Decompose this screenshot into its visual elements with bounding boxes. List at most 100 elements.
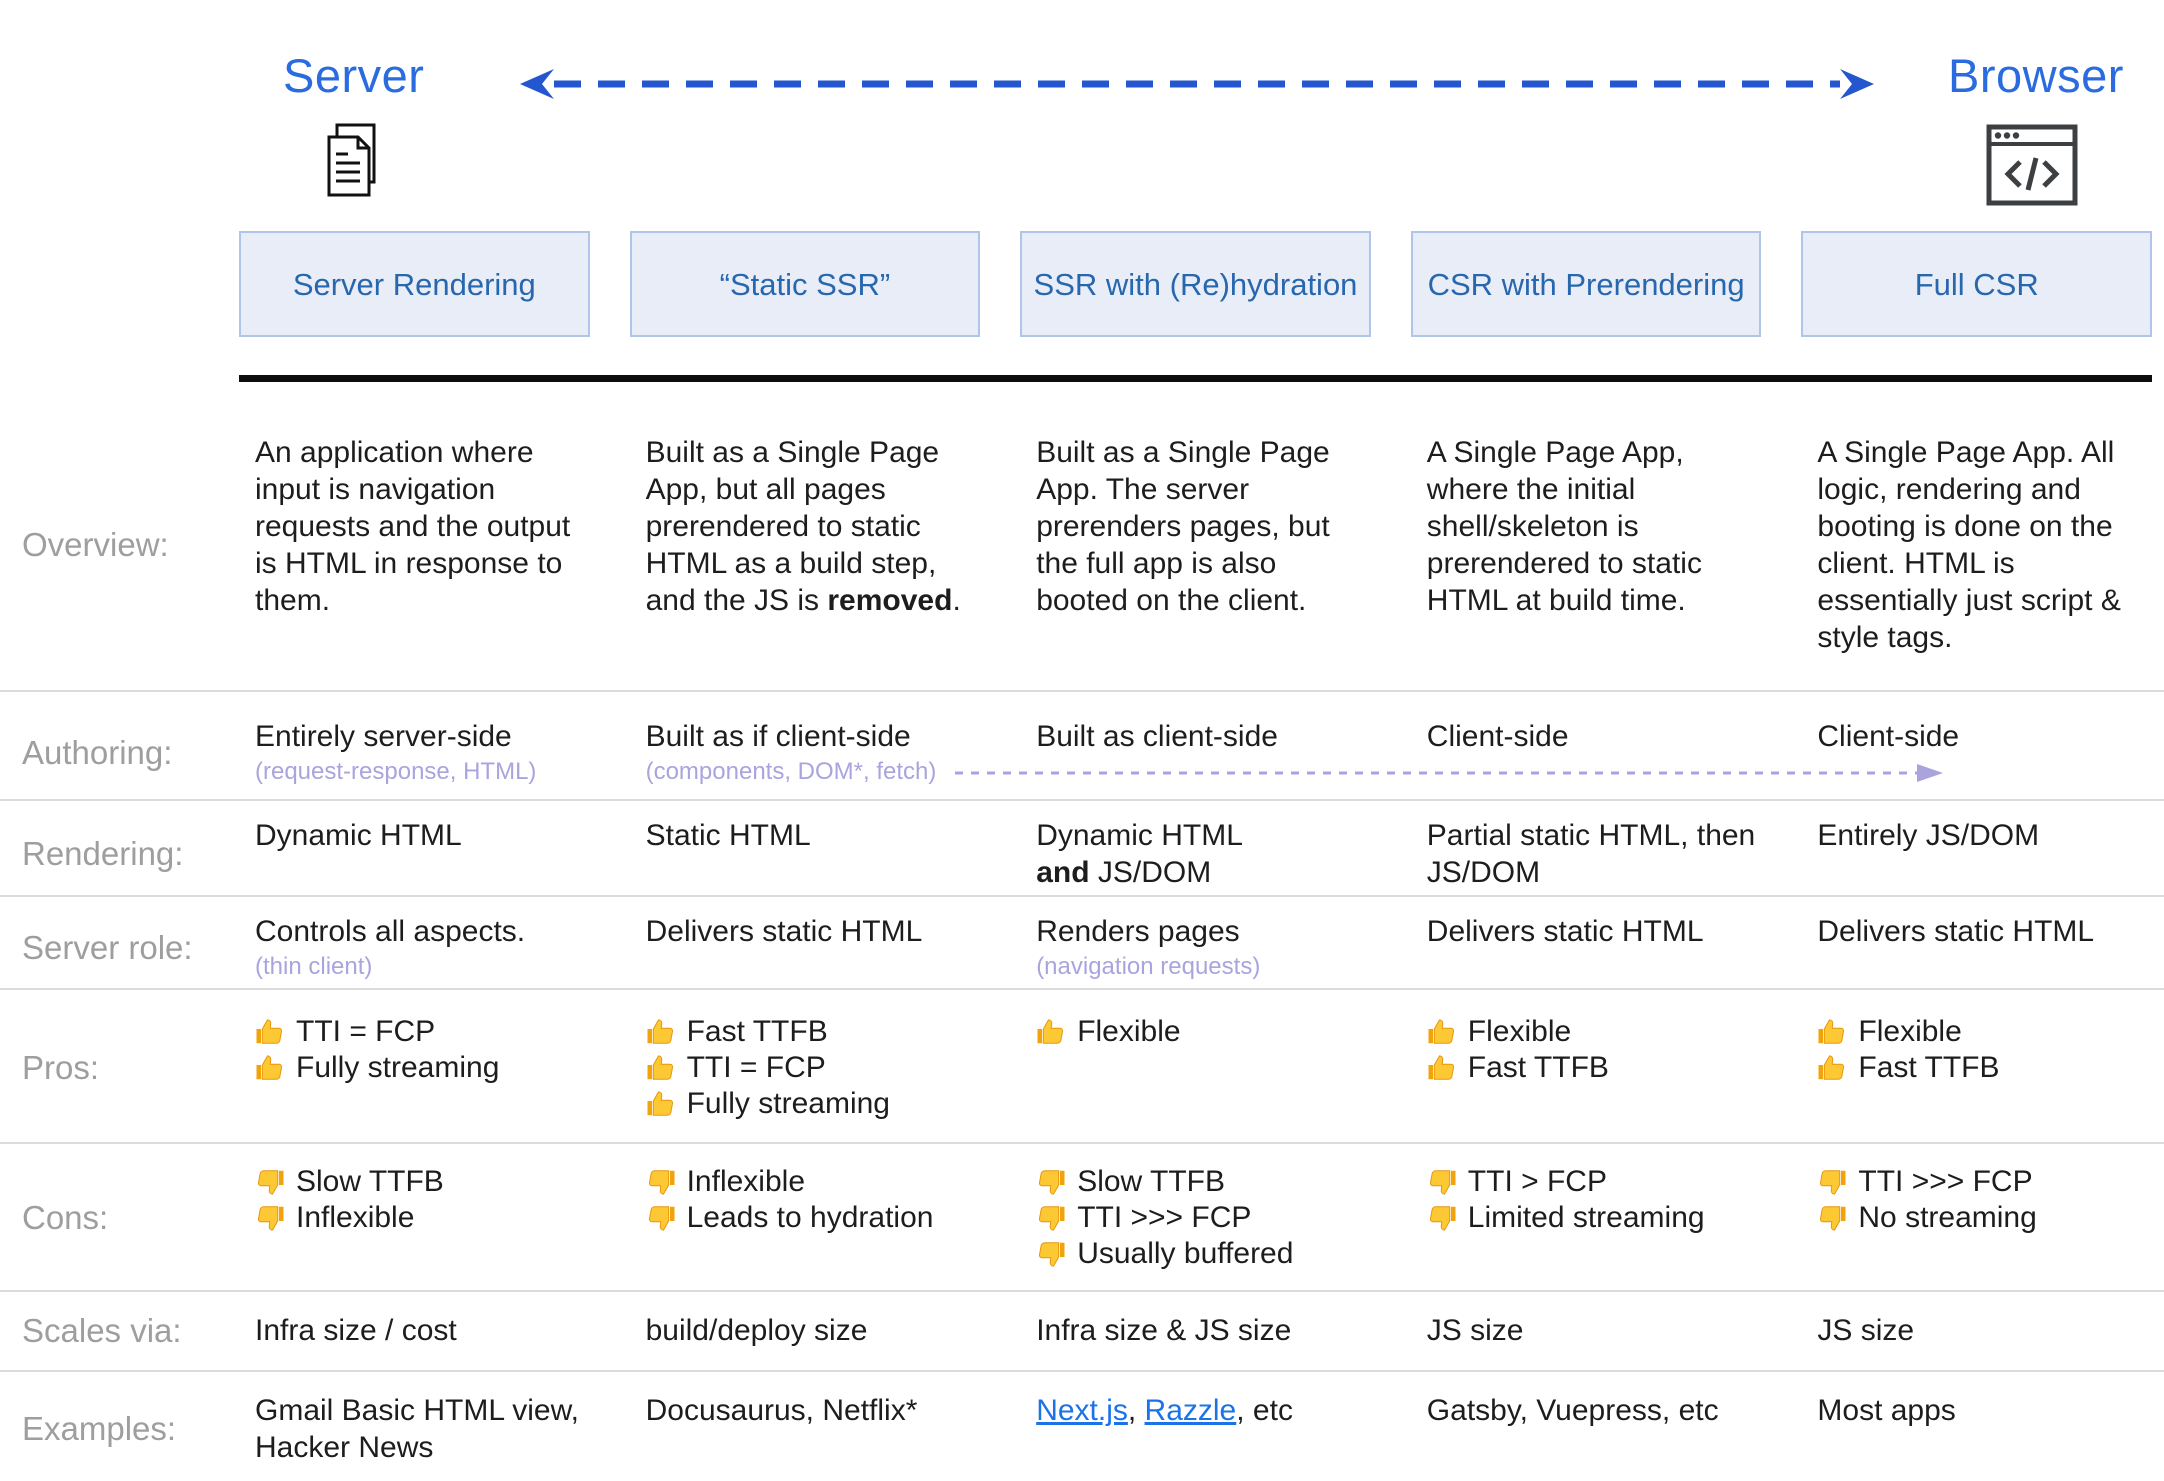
column-header-full-csr: Full CSR [1801, 231, 2152, 337]
row-label-pros: Pros: [22, 1049, 100, 1086]
row-overview: Overview: An application where input is … [0, 382, 2164, 692]
thumbs-down-icon [255, 1203, 285, 1233]
authoring-full-csr: Client-side [1817, 720, 1960, 753]
cons-ssr-rehydration: Slow TTFB TTI >>> FCP Usually buffered [1036, 1164, 1371, 1272]
row-scales-via: Scales via: Infra size / cost build/depl… [0, 1292, 2164, 1372]
cons-item-label: TTI > FCP [1467, 1165, 1607, 1198]
authoring-note: (components, DOM*, fetch) [645, 758, 937, 785]
column-headers-row: Server Rendering “Static SSR” SSR with (… [0, 231, 2164, 337]
thumbs-down-icon [1427, 1167, 1457, 1197]
server-role-note: (thin client) [255, 953, 373, 980]
thumbs-up-icon [1427, 1053, 1457, 1083]
row-rendering: Rendering: Dynamic HTML Static HTML Dyna… [0, 801, 2164, 897]
browser-window-code-icon [1986, 124, 2078, 211]
thumbs-down-icon [646, 1203, 676, 1233]
overview-ssr-rehydration: Built as a Single Page App. The server p… [1036, 436, 1330, 617]
row-label-authoring: Authoring: [22, 733, 173, 771]
pros-item-label: Fast TTFB [686, 1015, 828, 1048]
cons-item: No streaming [1817, 1200, 2152, 1236]
row-examples: Examples: Gmail Basic HTML view, Hacker … [0, 1372, 2164, 1481]
row-label-rendering: Rendering: [22, 835, 184, 872]
authoring-note: (request-response, HTML) [255, 758, 537, 785]
cons-csr-prerendering: TTI > FCP Limited streaming [1427, 1164, 1762, 1272]
cons-item-label: No streaming [1858, 1201, 2037, 1234]
pros-item-label: TTI = FCP [686, 1051, 826, 1084]
cons-server-rendering: Slow TTFB Inflexible [255, 1164, 590, 1272]
pros-item-label: Flexible [1858, 1015, 1962, 1048]
cons-item: Slow TTFB [255, 1164, 590, 1200]
column-header-ssr-rehydration: SSR with (Re)hydration [1020, 231, 1371, 337]
thumbs-up-icon [646, 1017, 676, 1047]
server-role-csr-prerendering: Delivers static HTML [1426, 915, 1704, 948]
pros-item: Flexible [1427, 1014, 1762, 1050]
row-label-overview: Overview: [22, 526, 169, 563]
cons-item: TTI > FCP [1427, 1164, 1762, 1200]
thumbs-down-icon [1427, 1203, 1457, 1233]
authoring-server-rendering: Entirely server-side (request-response, … [255, 718, 590, 787]
pros-server-rendering: TTI = FCP Fully streaming [255, 1014, 590, 1122]
pros-item: Flexible [1817, 1014, 2152, 1050]
cons-item-label: TTI >>> FCP [1077, 1201, 1252, 1234]
cons-item: Slow TTFB [1036, 1164, 1371, 1200]
cons-item-label: Inflexible [296, 1201, 415, 1234]
scales-full-csr: JS size [1817, 1314, 1915, 1347]
nextjs-link[interactable]: Next.js [1036, 1394, 1128, 1427]
server-endpoint-label: Server [283, 49, 425, 102]
cons-item: TTI >>> FCP [1036, 1200, 1371, 1236]
thumbs-down-icon [255, 1167, 285, 1197]
thumbs-up-icon [255, 1053, 285, 1083]
table-top-divider [239, 375, 2152, 382]
server-browser-spectrum-arrow-icon [518, 66, 1876, 107]
authoring-csr-prerendering: Client-side [1426, 720, 1569, 753]
row-label-examples: Examples: [22, 1410, 177, 1447]
examples-static-ssr: Docusaurus, Netflix* [645, 1394, 918, 1427]
thumbs-down-icon [1817, 1167, 1847, 1197]
cons-item-label: Inflexible [686, 1165, 805, 1198]
scales-server-rendering: Infra size / cost [255, 1314, 457, 1347]
rendering-full-csr: Entirely JS/DOM [1817, 819, 2040, 852]
row-label-server-role: Server role: [22, 928, 193, 966]
pros-static-ssr: Fast TTFB TTI = FCP Fully streaming [646, 1014, 981, 1122]
thumbs-down-icon [646, 1167, 676, 1197]
thumbs-down-icon [1036, 1203, 1066, 1233]
cons-item: Inflexible [646, 1164, 981, 1200]
thumbs-up-icon [646, 1053, 676, 1083]
overview-full-csr: A Single Page App. All logic, rendering … [1817, 436, 2121, 654]
cons-static-ssr: Inflexible Leads to hydration [646, 1164, 981, 1272]
document-pages-icon [320, 122, 386, 205]
thumbs-down-icon [1036, 1167, 1066, 1197]
cons-item: Inflexible [255, 1200, 590, 1236]
browser-endpoint-label: Browser [1948, 49, 2124, 102]
server-role-full-csr: Delivers static HTML [1817, 915, 2095, 948]
examples-ssr-rehydration: Next.js, Razzle, etc [1036, 1392, 1371, 1466]
row-label-cons: Cons: [22, 1199, 109, 1236]
pros-item: Fully streaming [646, 1086, 981, 1122]
pros-item: TTI = FCP [646, 1050, 981, 1086]
examples-separator: , [1127, 1394, 1145, 1427]
row-label-scales-via: Scales via: [22, 1312, 182, 1349]
cons-item-label: TTI >>> FCP [1858, 1165, 2033, 1198]
row-authoring: Authoring: Entirely server-side (request… [0, 692, 2164, 801]
pros-item-label: Flexible [1467, 1015, 1572, 1048]
pros-item-label: Fully streaming [296, 1051, 500, 1084]
pros-item: TTI = FCP [255, 1014, 590, 1050]
thumbs-up-icon [1817, 1053, 1847, 1083]
thumbs-down-icon [1817, 1203, 1847, 1233]
server-role-server-rendering: Controls all aspects. (thin client) [255, 913, 590, 982]
pros-item: Fast TTFB [1817, 1050, 2152, 1086]
thumbs-down-icon [1036, 1239, 1066, 1269]
row-pros: Pros: TTI = FCP Fully streaming Fast TTFB… [0, 990, 2164, 1144]
cons-item-label: Leads to hydration [686, 1201, 934, 1234]
server-role-note: (navigation requests) [1036, 953, 1261, 980]
authoring-static-ssr: Built as if client-side (components, DOM… [646, 718, 981, 787]
pros-item: Flexible [1036, 1014, 1371, 1050]
examples-suffix: , etc [1236, 1394, 1293, 1427]
pros-item: Fast TTFB [1427, 1050, 1762, 1086]
overview-csr-prerendering: A Single Page App, where the initial she… [1426, 436, 1702, 617]
pros-item-label: Fully streaming [686, 1087, 890, 1120]
razzle-link[interactable]: Razzle [1144, 1394, 1237, 1427]
rendering-server-rendering: Dynamic HTML [255, 819, 462, 852]
row-cons: Cons: Slow TTFB Inflexible Inflexible Lead… [0, 1144, 2164, 1292]
row-server-role: Server role: Controls all aspects. (thin… [0, 897, 2164, 990]
cons-item-label: Usually buffered [1077, 1237, 1294, 1270]
